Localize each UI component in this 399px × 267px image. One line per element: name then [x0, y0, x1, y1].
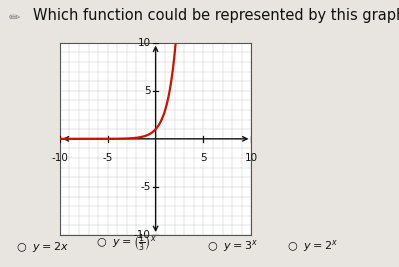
Text: $\bigcirc$  $y = \left(\frac{1}{3}\right)^x$: $\bigcirc$ $y = \left(\frac{1}{3}\right)… — [96, 233, 157, 254]
Text: -5: -5 — [103, 153, 113, 163]
Text: $\bigcirc$  $y = 3^x$: $\bigcirc$ $y = 3^x$ — [207, 238, 258, 254]
Text: 5: 5 — [200, 153, 207, 163]
Text: Which function could be represented by this graph?: Which function could be represented by t… — [34, 8, 399, 23]
Text: ✏: ✏ — [8, 11, 20, 25]
Text: -10: -10 — [51, 153, 68, 163]
Text: 10: 10 — [138, 38, 151, 48]
Text: 5: 5 — [144, 86, 151, 96]
Text: -10: -10 — [134, 230, 151, 240]
Text: 10: 10 — [245, 153, 258, 163]
Text: $\bigcirc$  $y = 2x$: $\bigcirc$ $y = 2x$ — [16, 240, 69, 254]
Text: -5: -5 — [140, 182, 151, 192]
Text: $\bigcirc$  $y = 2^x$: $\bigcirc$ $y = 2^x$ — [287, 238, 338, 254]
